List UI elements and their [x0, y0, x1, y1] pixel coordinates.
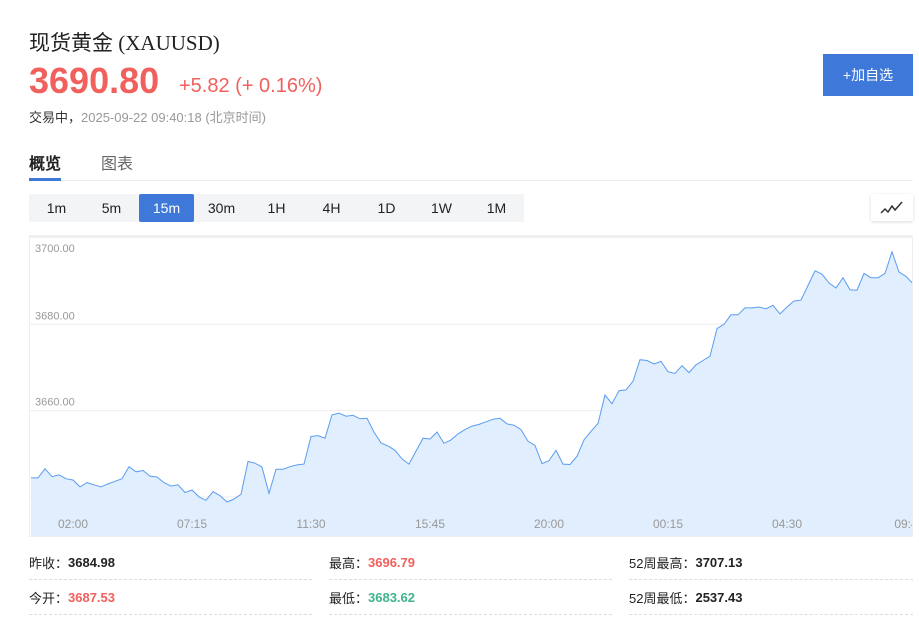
- x-tick-label: 04:30: [772, 517, 802, 531]
- period-15m[interactable]: 15m: [139, 194, 194, 222]
- stat-item: 今开： 3687.53: [29, 580, 312, 615]
- period-selector: 1m 5m 15m 30m 1H 4H 1D 1W 1M: [29, 194, 524, 222]
- line-chart-icon: [880, 201, 903, 214]
- stat-item: 最高： 3696.79: [329, 545, 612, 580]
- stat-value: 3683.62: [368, 589, 416, 605]
- stat-item: 最低： 3683.62: [329, 580, 612, 615]
- period-5m[interactable]: 5m: [101, 200, 122, 216]
- current-price: 3690.80: [29, 60, 160, 101]
- stats-row: 今开： 3687.53 最低： 3683.62 52周最低： 2537.43: [29, 580, 913, 615]
- trading-status: 交易中，2025-09-22 09:40:18 (北京时间): [29, 107, 266, 126]
- stat-item: 52周最高： 3707.13: [629, 545, 913, 580]
- stats-row: 昨收： 3684.98 最高： 3696.79 52周最高： 3707.13: [29, 545, 913, 580]
- area-fill: [31, 251, 912, 536]
- stat-label: 今开：: [29, 590, 69, 606]
- add-watchlist-button[interactable]: +加自选: [823, 54, 913, 96]
- x-tick-label: 07:15: [177, 517, 207, 531]
- period-1m[interactable]: 1m: [46, 200, 67, 216]
- price-line: [31, 250, 912, 503]
- status-text: 交易中，: [29, 110, 82, 125]
- period-30m[interactable]: 30m: [207, 200, 236, 216]
- stat-item: 昨收： 3684.98: [29, 545, 312, 580]
- stat-label: 52周最低：: [629, 590, 696, 606]
- stat-value: 3696.79: [368, 554, 416, 570]
- tab-bar: 概览 图表: [29, 150, 913, 181]
- x-tick-label: 11:30: [296, 517, 325, 531]
- period-4H[interactable]: 4H: [322, 200, 341, 216]
- tab-overview[interactable]: 概览: [29, 150, 62, 181]
- price-chart[interactable]: 3700.003680.003660.003640.0002:0007:1511…: [29, 235, 913, 537]
- tab-chart[interactable]: 图表: [101, 156, 134, 173]
- period-1D[interactable]: 1D: [377, 200, 396, 216]
- x-tick-label: 15:45: [415, 517, 445, 531]
- stat-value: 3687.53: [68, 589, 116, 605]
- y-tick-label: 3680.00: [35, 310, 75, 322]
- x-tick-label: 00:15: [653, 517, 683, 531]
- timestamp: 2025-09-22 09:40:18 (北京时间): [81, 110, 266, 125]
- price-change: +5.82 (+ 0.16%): [179, 75, 323, 97]
- stat-label: 最低：: [329, 590, 369, 606]
- stat-item: 52周最低： 2537.43: [629, 580, 913, 615]
- page-title: 现货黄金 (XAUUSD): [29, 31, 220, 55]
- stat-label: 昨收：: [29, 555, 69, 571]
- period-1W[interactable]: 1W: [431, 200, 452, 216]
- x-tick-label: 09:4: [894, 517, 913, 531]
- chart-svg: 3700.003680.003660.003640.0002:0007:1511…: [30, 243, 913, 536]
- y-tick-label: 3700.00: [35, 243, 75, 255]
- stats-table: 昨收： 3684.98 最高： 3696.79 52周最高： 3707.13 今开： 3687…: [29, 545, 913, 615]
- period-1H[interactable]: 1H: [267, 200, 286, 216]
- x-tick-label: 02:00: [58, 517, 88, 531]
- y-tick-label: 3660.00: [35, 397, 75, 409]
- stat-value: 3707.13: [695, 554, 743, 570]
- stat-label: 最高：: [329, 555, 369, 571]
- stat-label: 52周最高：: [629, 555, 696, 571]
- stat-value: 2537.43: [695, 589, 743, 605]
- period-1M[interactable]: 1M: [486, 200, 507, 216]
- chart-type-button[interactable]: [871, 194, 913, 221]
- x-tick-label: 20:00: [534, 517, 564, 531]
- stat-value: 3684.98: [68, 554, 116, 570]
